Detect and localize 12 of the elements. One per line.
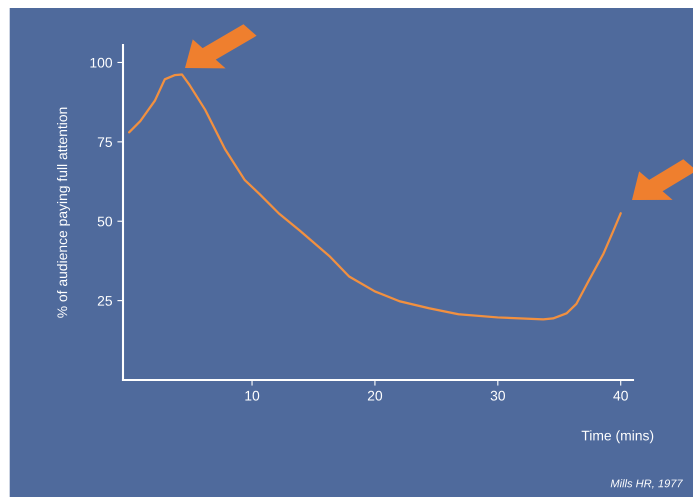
y-tick-label: 50: [98, 216, 112, 226]
x-tick-label: 30: [490, 390, 505, 401]
line-series: [128, 73, 622, 320]
text: Mills HR, 1977: [610, 479, 683, 489]
y-axis-title: % of audience paying full attention: [57, 108, 70, 318]
y-tick-label: 100: [90, 58, 112, 68]
x-tick-label: 10: [245, 390, 260, 401]
x-tick-label: 40: [613, 390, 628, 401]
x-axis-title: Time (mins): [582, 430, 654, 444]
x-tick-label: 20: [368, 390, 382, 401]
y-tick-label: 75: [98, 137, 112, 148]
y-tick-label: 25: [98, 296, 112, 306]
